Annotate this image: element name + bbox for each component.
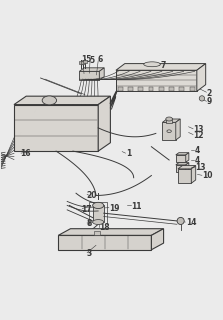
- Polygon shape: [197, 64, 206, 91]
- Polygon shape: [176, 163, 189, 165]
- Text: 11: 11: [131, 202, 142, 211]
- Polygon shape: [176, 153, 189, 155]
- Bar: [81, 61, 85, 64]
- Text: 4: 4: [195, 147, 200, 156]
- Text: 16: 16: [21, 149, 31, 158]
- Text: 3: 3: [87, 249, 92, 258]
- Text: 4: 4: [195, 156, 200, 165]
- Polygon shape: [163, 119, 180, 122]
- Ellipse shape: [93, 202, 104, 209]
- Bar: [94, 231, 100, 235]
- Polygon shape: [151, 229, 164, 250]
- Polygon shape: [58, 235, 151, 250]
- Polygon shape: [98, 96, 110, 151]
- Text: 20: 20: [87, 190, 97, 199]
- Polygon shape: [186, 163, 189, 172]
- Circle shape: [177, 217, 184, 225]
- Circle shape: [199, 96, 204, 101]
- Ellipse shape: [93, 220, 104, 225]
- Polygon shape: [79, 71, 99, 80]
- Bar: [149, 87, 153, 91]
- Bar: [128, 87, 133, 91]
- Text: 2: 2: [207, 89, 212, 98]
- Bar: [169, 87, 174, 91]
- Polygon shape: [116, 64, 206, 70]
- Polygon shape: [176, 119, 180, 140]
- Bar: [118, 87, 123, 91]
- Bar: [79, 61, 83, 64]
- Polygon shape: [176, 165, 186, 172]
- Bar: [190, 87, 195, 91]
- Bar: [93, 205, 104, 222]
- Text: 5: 5: [89, 56, 95, 65]
- Bar: [138, 87, 143, 91]
- Bar: [166, 118, 172, 123]
- Polygon shape: [176, 155, 186, 162]
- Polygon shape: [178, 169, 191, 183]
- Polygon shape: [116, 70, 197, 91]
- Text: 13: 13: [195, 163, 205, 172]
- Polygon shape: [178, 165, 196, 169]
- Ellipse shape: [42, 96, 57, 105]
- Polygon shape: [58, 229, 164, 235]
- Polygon shape: [163, 122, 176, 140]
- Polygon shape: [79, 68, 104, 71]
- Text: 14: 14: [186, 218, 196, 227]
- Bar: [159, 87, 164, 91]
- Text: 6: 6: [98, 55, 103, 64]
- Text: 1: 1: [126, 149, 131, 158]
- Polygon shape: [99, 68, 104, 80]
- Bar: [180, 87, 184, 91]
- Polygon shape: [186, 153, 189, 162]
- Text: 8: 8: [87, 219, 92, 228]
- Polygon shape: [14, 96, 110, 105]
- Text: 19: 19: [109, 204, 120, 213]
- Text: 17: 17: [82, 205, 92, 214]
- Text: 13: 13: [194, 125, 204, 134]
- Ellipse shape: [144, 62, 160, 67]
- Polygon shape: [14, 105, 98, 151]
- Text: 7: 7: [160, 61, 166, 70]
- Polygon shape: [191, 165, 196, 183]
- Text: 15: 15: [82, 55, 92, 64]
- Text: 10: 10: [202, 172, 213, 180]
- Ellipse shape: [166, 117, 172, 121]
- Text: 18: 18: [99, 223, 109, 232]
- Text: 12: 12: [194, 131, 204, 140]
- Bar: [83, 60, 87, 63]
- Text: 9: 9: [207, 97, 212, 107]
